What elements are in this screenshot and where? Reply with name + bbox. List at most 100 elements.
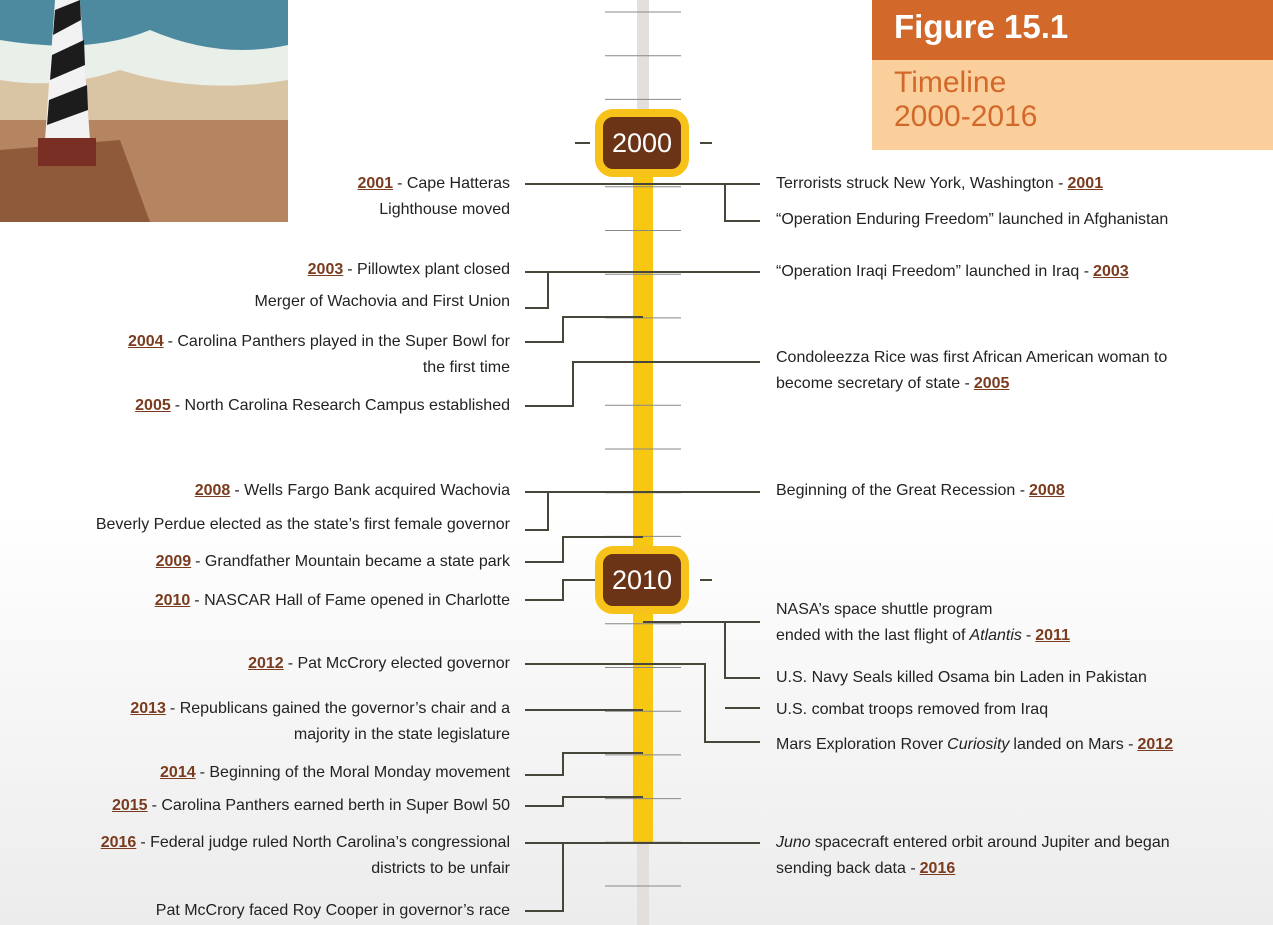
event-text: “Operation Iraqi Freedom” launched in Ir… <box>776 263 1089 280</box>
event-text: - Carolina Panthers played in the Super … <box>168 333 510 350</box>
event: 2009- Grandfather Mountain became a stat… <box>156 549 510 575</box>
year-link[interactable]: 2004 <box>128 333 164 350</box>
event-text: become secretary of state - <box>776 375 970 392</box>
event: 2005- North Carolina Research Campus est… <box>135 393 510 419</box>
event-line: 2012- Pat McCrory elected governor <box>248 651 510 677</box>
photo <box>0 0 288 222</box>
event-text: - Republicans gained the governor’s chai… <box>170 700 510 717</box>
event-line: Pat McCrory faced Roy Cooper in governor… <box>156 898 510 924</box>
event-text: Lighthouse moved <box>379 201 510 218</box>
year-link[interactable]: 2012 <box>1137 736 1173 753</box>
event-line: Terrorists struck New York, Washington -… <box>776 171 1103 197</box>
event-text: Merger of Wachovia and First Union <box>254 293 510 310</box>
event-text: ended with the last flight of <box>776 627 965 644</box>
event-text: - Pat McCrory elected governor <box>288 655 510 672</box>
event-emphasis: Atlantis <box>969 627 1021 644</box>
year-link[interactable]: 2005 <box>135 397 171 414</box>
event-text: “Operation Enduring Freedom” launched in… <box>776 211 1168 228</box>
event: U.S. combat troops removed from Iraq <box>776 697 1048 723</box>
event: Beginning of the Great Recession -2008 <box>776 478 1065 504</box>
event: “Operation Enduring Freedom” launched in… <box>776 207 1168 233</box>
year-link[interactable]: 2003 <box>1093 263 1129 280</box>
event-line: 2008- Wells Fargo Bank acquired Wachovia <box>195 478 510 504</box>
event-line: 2010- NASCAR Hall of Fame opened in Char… <box>155 588 510 614</box>
connector <box>525 272 548 308</box>
event-text: Terrorists struck New York, Washington - <box>776 175 1064 192</box>
event: U.S. Navy Seals killed Osama bin Laden i… <box>776 665 1147 691</box>
event: 2010- NASCAR Hall of Fame opened in Char… <box>155 588 510 614</box>
title-line: 2000-2016 <box>894 100 1273 134</box>
event-line: 2013- Republicans gained the governor’s … <box>130 696 510 722</box>
year-link[interactable]: 2008 <box>195 482 231 499</box>
event-line: 2009- Grandfather Mountain became a stat… <box>156 549 510 575</box>
event-text: Beginning of the Great Recession - <box>776 482 1025 499</box>
event-text: majority in the state legislature <box>294 726 510 743</box>
event: 2015- Carolina Panthers earned berth in … <box>112 793 510 819</box>
year-link[interactable]: 2009 <box>156 553 192 570</box>
event: 2012- Pat McCrory elected governor <box>248 651 510 677</box>
connector <box>725 184 760 221</box>
event-text: districts to be unfair <box>371 860 510 877</box>
event-text: - Beginning of the Moral Monday movement <box>200 764 510 781</box>
event-line: 2005- North Carolina Research Campus est… <box>135 393 510 419</box>
figure-label: Figure 15.1 <box>872 0 1273 60</box>
figure-title: Timeline 2000-2016 <box>872 60 1273 150</box>
year-link[interactable]: 2013 <box>130 700 166 717</box>
year-link[interactable]: 2001 <box>1068 175 1104 192</box>
event-line: U.S. Navy Seals killed Osama bin Laden i… <box>776 665 1147 691</box>
year-link[interactable]: 2008 <box>1029 482 1065 499</box>
event: 2013- Republicans gained the governor’s … <box>130 696 510 748</box>
event-text: - Pillowtex plant closed <box>347 261 510 278</box>
event-line: “Operation Iraqi Freedom” launched in Ir… <box>776 259 1129 285</box>
event-line: 2016- Federal judge ruled North Carolina… <box>101 830 510 856</box>
year-link[interactable]: 2012 <box>248 655 284 672</box>
event-line: 2004- Carolina Panthers played in the Su… <box>128 329 510 355</box>
event-text: sending back data - <box>776 860 916 877</box>
event: Beverly Perdue elected as the state’s fi… <box>96 512 510 538</box>
event: Pat McCrory faced Roy Cooper in governor… <box>156 898 510 924</box>
year-link[interactable]: 2011 <box>1035 627 1070 644</box>
connector <box>725 622 760 678</box>
event-line: districts to be unfair <box>101 856 510 882</box>
year-link[interactable]: 2010 <box>155 592 191 609</box>
connector <box>525 317 643 342</box>
event-line: 2014- Beginning of the Moral Monday move… <box>160 760 510 786</box>
event: 2001- Cape Hatteras Lighthouse moved <box>357 171 510 223</box>
event-line: Beverly Perdue elected as the state’s fi… <box>96 512 510 538</box>
event-text: U.S. combat troops removed from Iraq <box>776 701 1048 718</box>
event-text: - Carolina Panthers earned berth in Supe… <box>152 797 510 814</box>
event-text: Beverly Perdue elected as the state’s fi… <box>96 516 510 533</box>
event-line: become secretary of state -2005 <box>776 371 1167 397</box>
year-link[interactable]: 2016 <box>101 834 137 851</box>
event-emphasis: Juno <box>776 834 811 851</box>
event-emphasis: Curiosity <box>947 736 1009 753</box>
title-line: Timeline <box>894 66 1273 100</box>
page: Figure 15.1 Timeline 2000-2016 2000 2010… <box>0 0 1273 925</box>
event-text: - Cape Hatteras <box>397 175 510 192</box>
event-text: - NASCAR Hall of Fame opened in Charlott… <box>194 592 510 609</box>
year-link[interactable]: 2001 <box>357 175 393 192</box>
event-text: - Grandfather Mountain became a state pa… <box>195 553 510 570</box>
event: Condoleezza Rice was first African Ameri… <box>776 345 1167 397</box>
event-line: Merger of Wachovia and First Union <box>254 289 510 315</box>
year-link[interactable]: 2003 <box>308 261 344 278</box>
event: 2016- Federal judge ruled North Carolina… <box>101 830 510 882</box>
connector <box>525 843 563 911</box>
event-line: 2003- Pillowtex plant closed <box>308 257 510 283</box>
connector <box>525 753 643 775</box>
event-line: Condoleezza Rice was first African Ameri… <box>776 345 1167 371</box>
event-text: - North Carolina Research Campus establi… <box>175 397 510 414</box>
axis-yellow <box>633 130 653 842</box>
event-text: the first time <box>423 359 510 376</box>
year-marker: 2010 <box>595 546 689 614</box>
year-link[interactable]: 2014 <box>160 764 196 781</box>
year-link[interactable]: 2016 <box>920 860 956 877</box>
year-link[interactable]: 2005 <box>974 375 1010 392</box>
event-text: landed on Mars - <box>1013 736 1133 753</box>
event-line: NASA’s space shuttle program <box>776 597 1070 623</box>
year-link[interactable]: 2015 <box>112 797 148 814</box>
event: 2008- Wells Fargo Bank acquired Wachovia <box>195 478 510 504</box>
